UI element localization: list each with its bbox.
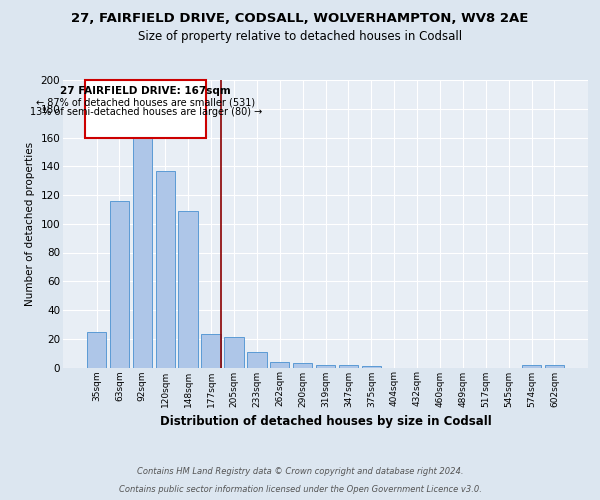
- Bar: [293, 363, 313, 368]
- Bar: [202, 334, 221, 368]
- X-axis label: Distribution of detached houses by size in Codsall: Distribution of detached houses by size …: [160, 415, 491, 428]
- Bar: [247, 352, 266, 368]
- Bar: [316, 364, 335, 368]
- Bar: [87, 332, 106, 368]
- Text: Size of property relative to detached houses in Codsall: Size of property relative to detached ho…: [138, 30, 462, 43]
- Text: Contains public sector information licensed under the Open Government Licence v3: Contains public sector information licen…: [119, 484, 481, 494]
- Text: 27 FAIRFIELD DRIVE: 167sqm: 27 FAIRFIELD DRIVE: 167sqm: [61, 86, 231, 96]
- FancyBboxPatch shape: [85, 80, 206, 138]
- Text: 27, FAIRFIELD DRIVE, CODSALL, WOLVERHAMPTON, WV8 2AE: 27, FAIRFIELD DRIVE, CODSALL, WOLVERHAMP…: [71, 12, 529, 26]
- Bar: [270, 362, 289, 368]
- Bar: [545, 364, 564, 368]
- Y-axis label: Number of detached properties: Number of detached properties: [25, 142, 35, 306]
- Text: Contains HM Land Registry data © Crown copyright and database right 2024.: Contains HM Land Registry data © Crown c…: [137, 467, 463, 476]
- Bar: [133, 132, 152, 368]
- Bar: [155, 170, 175, 368]
- Bar: [224, 338, 244, 368]
- Bar: [178, 211, 198, 368]
- Bar: [110, 200, 129, 368]
- Text: ← 87% of detached houses are smaller (531): ← 87% of detached houses are smaller (53…: [36, 97, 256, 108]
- Bar: [362, 366, 381, 368]
- Bar: [522, 364, 541, 368]
- Bar: [338, 364, 358, 368]
- Text: 13% of semi-detached houses are larger (80) →: 13% of semi-detached houses are larger (…: [29, 108, 262, 118]
